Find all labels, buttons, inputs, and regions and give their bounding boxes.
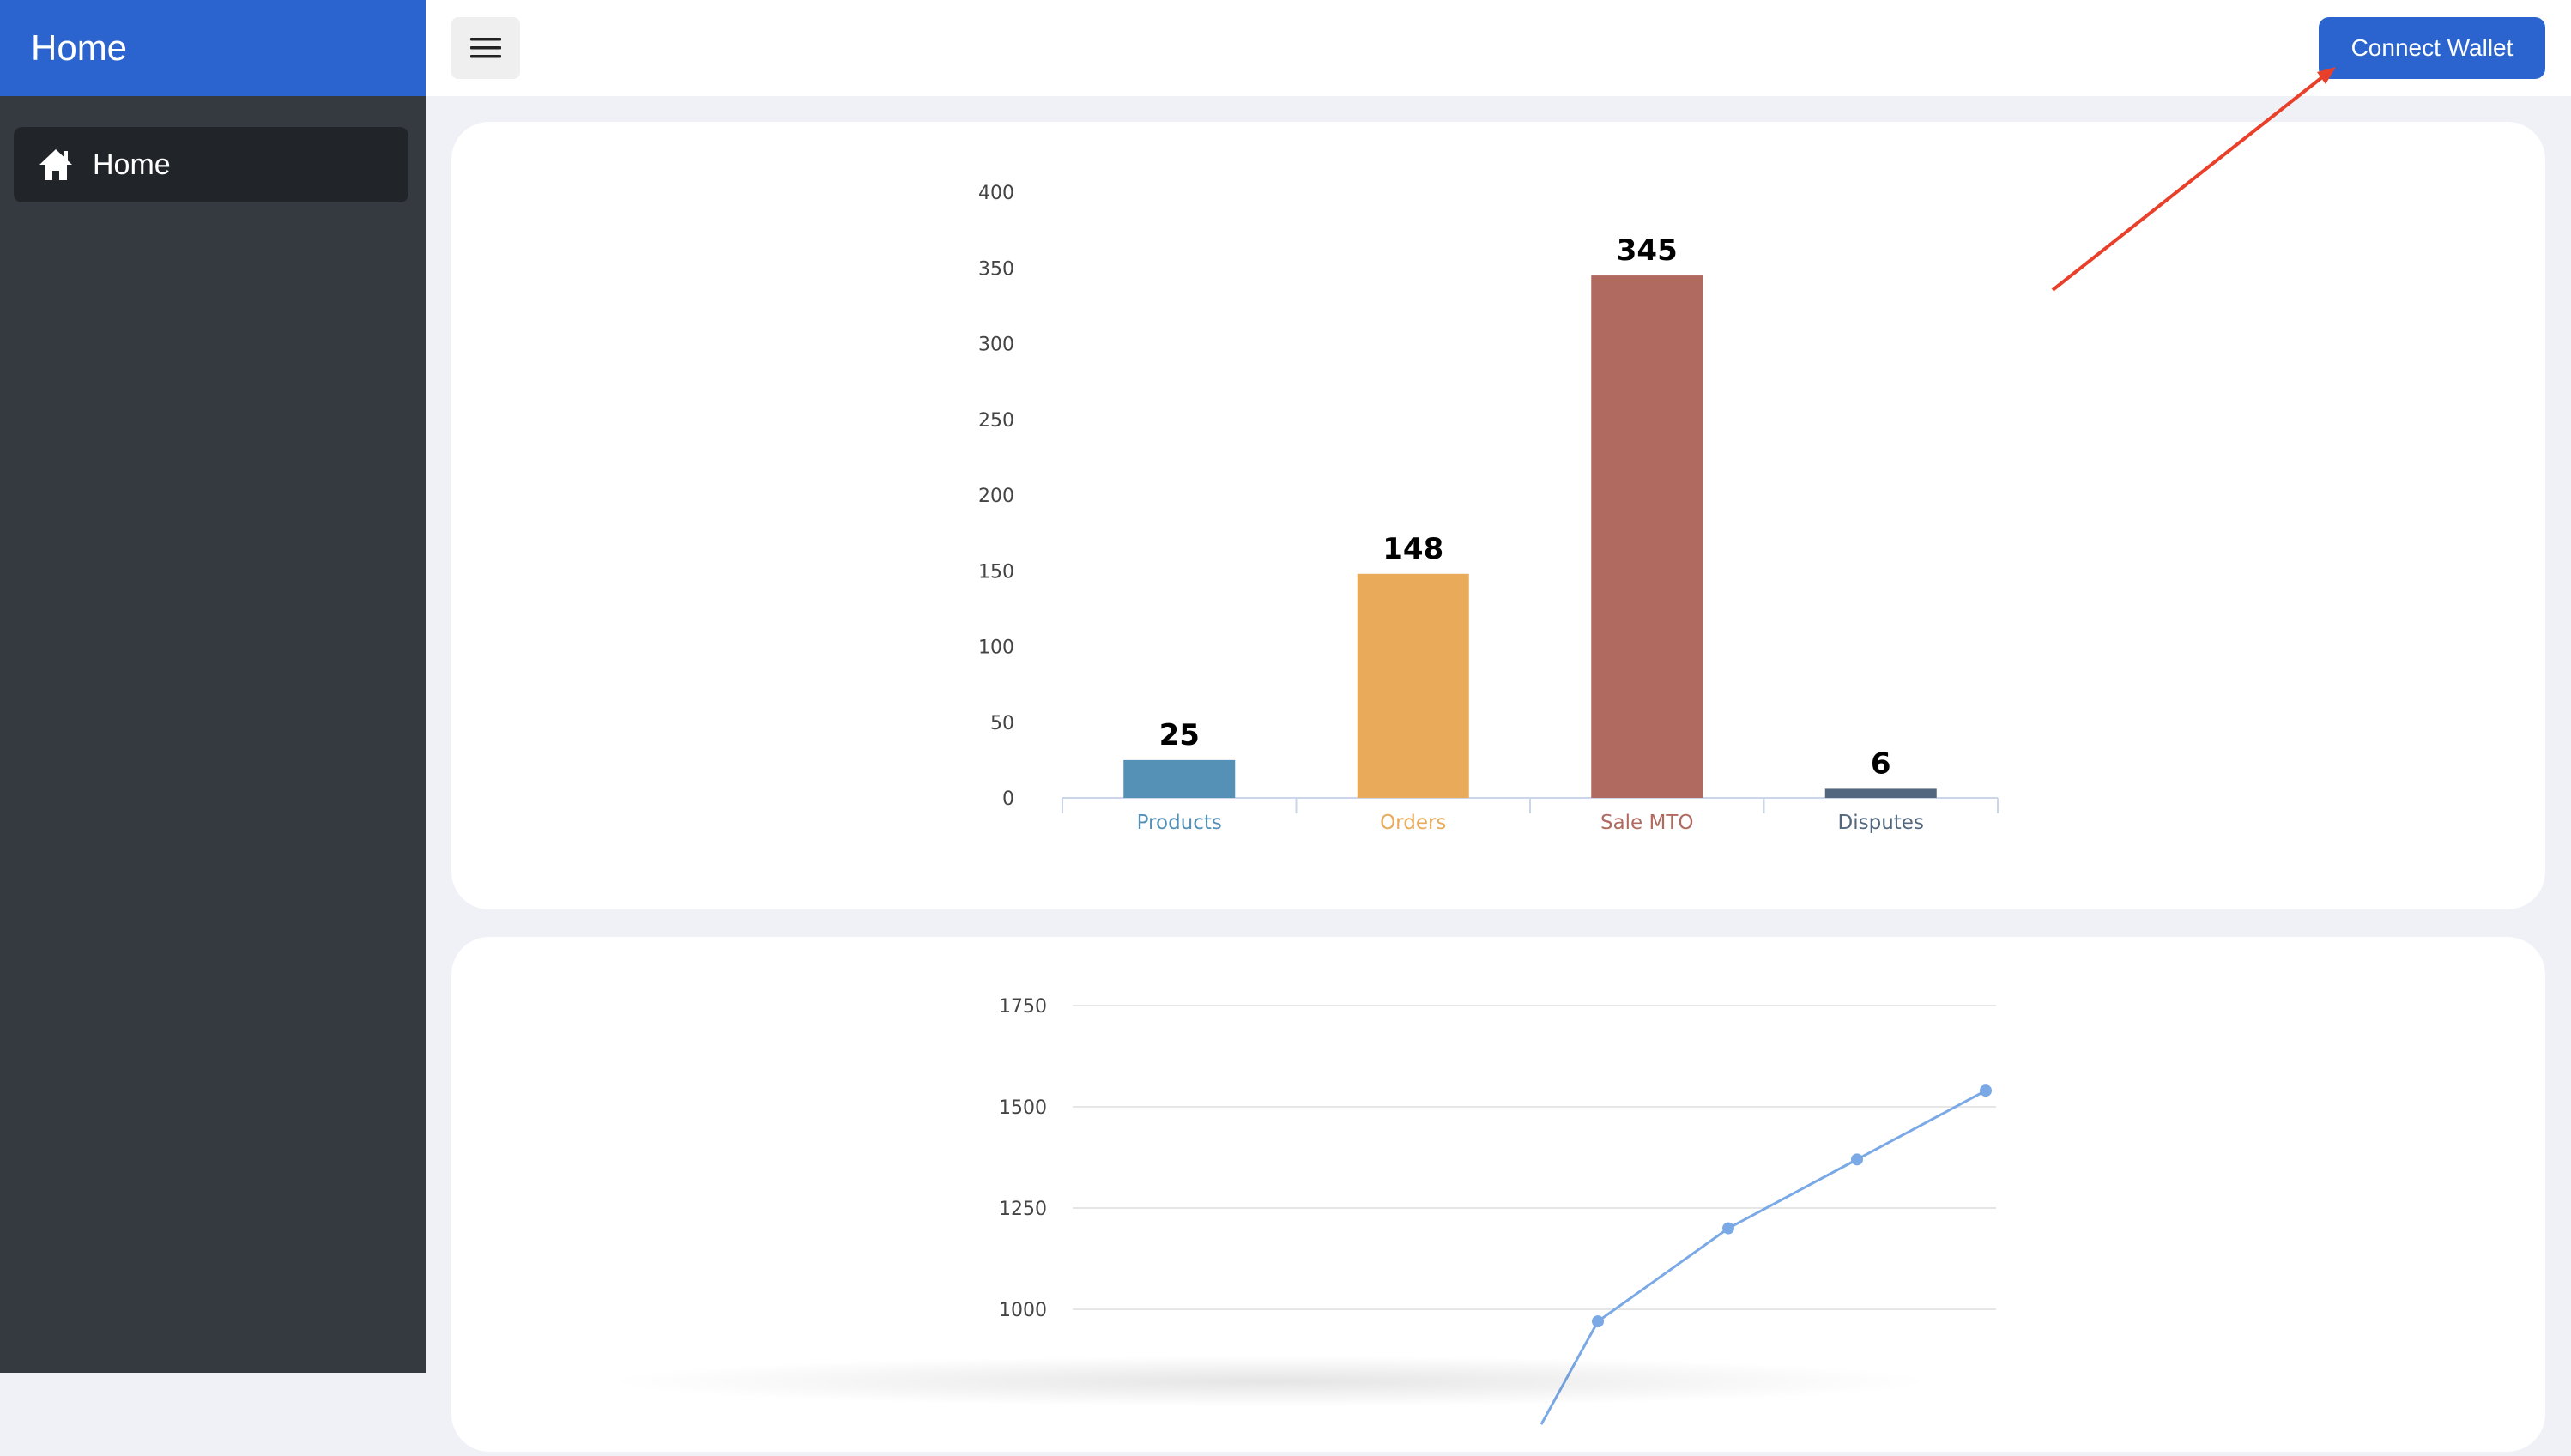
- y-tick-label: 350: [978, 258, 1014, 280]
- x-category-label: Orders: [1380, 812, 1446, 834]
- bottom-shadow: [601, 1356, 1939, 1407]
- bar-data-label: 6: [1871, 746, 1891, 781]
- bar: [1824, 788, 1937, 798]
- top-bar: [426, 0, 2571, 96]
- x-category-label: Sale MTO: [1600, 812, 1694, 834]
- data-point: [1980, 1084, 1992, 1097]
- bar-chart: 0 50 100 150 200 250 300 350 400 25 Products 148 Ord…: [978, 183, 1999, 834]
- y-tick-label: 300: [978, 335, 1014, 356]
- x-category-label: Products: [1137, 812, 1222, 834]
- connect-wallet-button[interactable]: Connect Wallet: [2319, 17, 2545, 79]
- menu-toggle-button[interactable]: [451, 17, 520, 79]
- bar-data-label: 345: [1617, 233, 1678, 268]
- bar-data-label: 148: [1382, 532, 1443, 566]
- data-point: [1722, 1222, 1734, 1235]
- bar-chart-card: 0 50 100 150 200 250 300 350 400 25 Products 148 Ord…: [451, 122, 2545, 909]
- data-point: [1592, 1315, 1604, 1328]
- line-chart: 1000 1250 1500 1750: [999, 996, 1996, 1425]
- brand-title[interactable]: Home: [0, 0, 426, 96]
- y-tick-label: 50: [990, 713, 1014, 734]
- y-tick-label: 1500: [999, 1097, 1047, 1119]
- y-tick-label: 0: [1002, 788, 1014, 810]
- y-tick-label: 100: [978, 637, 1014, 659]
- sidebar: Home Home: [0, 0, 426, 1373]
- bar: [1123, 759, 1236, 798]
- y-tick-label: 250: [978, 410, 1014, 432]
- x-category-label: Disputes: [1838, 812, 1924, 834]
- y-tick-label: 150: [978, 561, 1014, 583]
- data-point: [1851, 1153, 1863, 1166]
- bar-data-label: 25: [1159, 718, 1200, 752]
- bar: [1591, 275, 1703, 798]
- sidebar-item-home[interactable]: Home: [14, 127, 408, 202]
- home-icon: [39, 149, 72, 180]
- bar: [1357, 573, 1469, 798]
- y-tick-label: 1250: [999, 1199, 1047, 1220]
- y-tick-label: 400: [978, 183, 1014, 204]
- hamburger-menu-icon: [470, 38, 501, 58]
- y-tick-label: 1750: [999, 996, 1047, 1018]
- y-tick-label: 1000: [999, 1300, 1047, 1321]
- line-chart-card: 1000 1250 1500 1750: [451, 937, 2545, 1452]
- sidebar-item-label: Home: [93, 148, 171, 181]
- y-tick-label: 200: [978, 486, 1014, 507]
